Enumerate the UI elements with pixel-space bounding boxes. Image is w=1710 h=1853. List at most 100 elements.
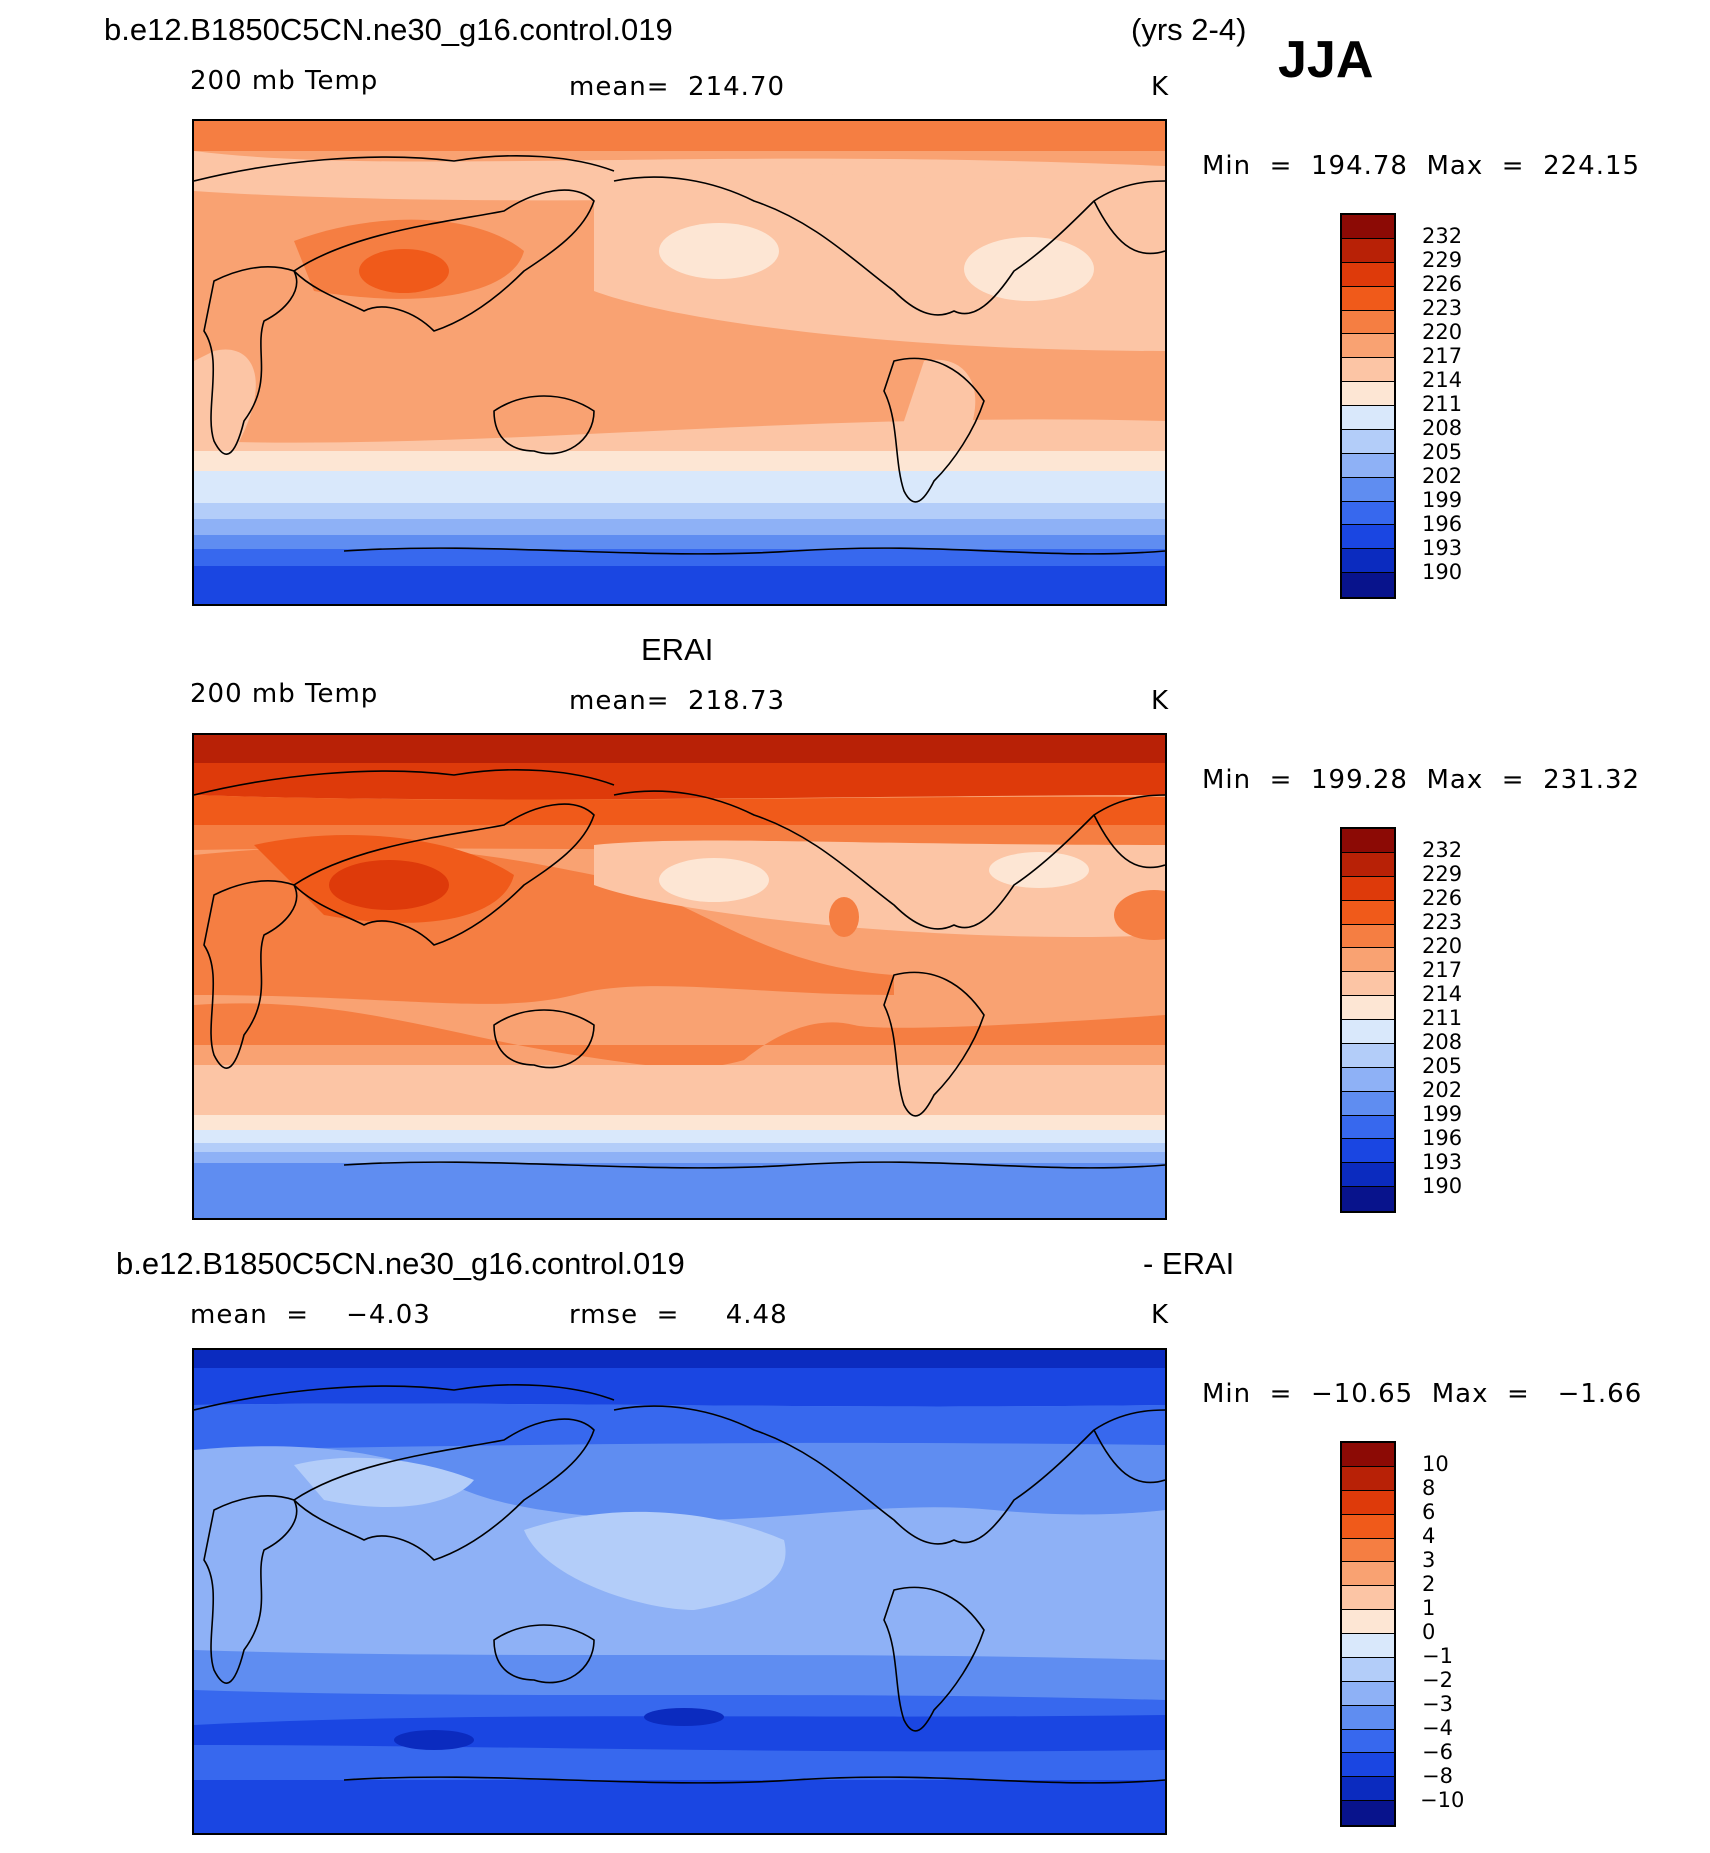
- colorbar-swatch: [1342, 1657, 1394, 1682]
- colorbar-swatch: [1342, 1586, 1394, 1611]
- colorbar-swatch: [1342, 1705, 1394, 1730]
- colorbar-tick-label: 199: [1422, 488, 1463, 512]
- panel3-map: [192, 1348, 1167, 1835]
- colorbar-tick-label: −4: [1422, 1716, 1453, 1740]
- colorbar-tick-label: −3: [1422, 1692, 1453, 1716]
- colorbar-tick-label: 208: [1422, 1030, 1463, 1054]
- colorbar-swatch: [1342, 1020, 1394, 1044]
- colorbar-tick-label: 211: [1422, 1006, 1463, 1030]
- colorbar-tick-label: −1: [1422, 1644, 1453, 1668]
- colorbar-swatch: [1342, 1610, 1394, 1634]
- years-label: (yrs 2-4): [1131, 12, 1247, 47]
- colorbar-swatch: [1342, 477, 1394, 502]
- panel2-var-label: 200 mb Temp: [190, 679, 379, 709]
- colorbar-tick-label: 10: [1422, 1452, 1449, 1476]
- colorbar-tick-label: −10: [1420, 1788, 1465, 1812]
- colorbar-swatch: [1342, 1115, 1394, 1140]
- colorbar-tick-label: 211: [1422, 392, 1463, 416]
- panel3-colorbar: [1340, 1441, 1396, 1827]
- colorbar-tick-label: 193: [1422, 536, 1463, 560]
- colorbar-tick-label: 229: [1422, 248, 1463, 272]
- panel2-unit: K: [1151, 686, 1170, 716]
- colorbar-swatch: [1342, 406, 1394, 430]
- colorbar-tick-label: 199: [1422, 1102, 1463, 1126]
- colorbar-swatch: [1342, 1729, 1394, 1754]
- colorbar-swatch: [1342, 1777, 1394, 1802]
- colorbar-tick-label: −2: [1422, 1668, 1453, 1692]
- colorbar-swatch: [1342, 453, 1394, 478]
- colorbar-tick-label: 214: [1422, 982, 1463, 1006]
- colorbar-tick-label: 232: [1422, 838, 1463, 862]
- colorbar-swatch: [1342, 501, 1394, 526]
- colorbar-swatch: [1342, 549, 1394, 574]
- colorbar-swatch: [1342, 1801, 1394, 1825]
- colorbar-swatch: [1342, 948, 1394, 973]
- colorbar-swatch: [1342, 310, 1394, 335]
- colorbar-swatch: [1342, 1139, 1394, 1164]
- colorbar-tick-label: 220: [1422, 934, 1463, 958]
- colorbar-swatch: [1342, 1187, 1394, 1211]
- colorbar-tick-label: 190: [1422, 560, 1463, 584]
- colorbar-tick-label: 205: [1422, 1054, 1463, 1078]
- colorbar-tick-label: 226: [1422, 272, 1463, 296]
- colorbar-swatch: [1342, 1681, 1394, 1706]
- colorbar-swatch: [1342, 972, 1394, 997]
- colorbar-tick-label: 1: [1422, 1596, 1436, 1620]
- colorbar-swatch: [1342, 262, 1394, 287]
- colorbar-tick-label: 196: [1422, 512, 1463, 536]
- colorbar-swatch: [1342, 1562, 1394, 1587]
- colorbar-swatch: [1342, 334, 1394, 359]
- colorbar-tick-label: 205: [1422, 440, 1463, 464]
- colorbar-swatch: [1342, 1753, 1394, 1778]
- colorbar-tick-label: 232: [1422, 224, 1463, 248]
- colorbar-swatch: [1342, 1490, 1394, 1515]
- colorbar-tick-label: 3: [1422, 1548, 1436, 1572]
- colorbar-swatch: [1342, 358, 1394, 383]
- colorbar-tick-label: 217: [1422, 958, 1463, 982]
- colorbar-tick-label: 6: [1422, 1500, 1436, 1524]
- colorbar-swatch: [1342, 238, 1394, 263]
- panel3-minmax: Min = −10.65 Max = −1.66: [1202, 1379, 1643, 1409]
- colorbar-tick-label: 226: [1422, 886, 1463, 910]
- colorbar-tick-label: 202: [1422, 464, 1463, 488]
- colorbar-tick-label: 2: [1422, 1572, 1436, 1596]
- panel1-mean: mean= 214.70: [569, 72, 786, 102]
- panel2-map: [192, 733, 1167, 1220]
- panel3-title-left: b.e12.B1850C5CN.ne30_g16.control.019: [116, 1246, 685, 1281]
- colorbar-swatch: [1342, 1514, 1394, 1539]
- colorbar-swatch: [1342, 573, 1394, 597]
- panel1-minmax: Min = 194.78 Max = 224.15: [1202, 151, 1641, 181]
- colorbar-tick-label: 8: [1422, 1476, 1436, 1500]
- colorbar-tick-label: 223: [1422, 910, 1463, 934]
- colorbar-tick-label: 223: [1422, 296, 1463, 320]
- colorbar-tick-label: 193: [1422, 1150, 1463, 1174]
- colorbar-tick-label: 220: [1422, 320, 1463, 344]
- colorbar-swatch: [1342, 1466, 1394, 1491]
- colorbar-swatch: [1342, 829, 1394, 853]
- colorbar-swatch: [1342, 900, 1394, 925]
- panel2-title: ERAI: [641, 632, 714, 667]
- colorbar-swatch: [1342, 1443, 1394, 1467]
- colorbar-tick-label: −6: [1422, 1740, 1453, 1764]
- panel3-rmse: rmse = 4.48: [569, 1300, 788, 1330]
- colorbar-swatch: [1342, 382, 1394, 406]
- colorbar-swatch: [1342, 924, 1394, 949]
- panel3-unit: K: [1151, 1300, 1170, 1330]
- colorbar-swatch: [1342, 1163, 1394, 1188]
- season-label: JJA: [1278, 31, 1374, 89]
- colorbar-tick-label: −8: [1422, 1764, 1453, 1788]
- colorbar-swatch: [1342, 1043, 1394, 1068]
- colorbar-tick-label: 196: [1422, 1126, 1463, 1150]
- panel2-mean: mean= 218.73: [569, 686, 786, 716]
- colorbar-tick-label: 208: [1422, 416, 1463, 440]
- case-title: b.e12.B1850C5CN.ne30_g16.control.019: [104, 12, 673, 47]
- colorbar-swatch: [1342, 1634, 1394, 1658]
- panel1-unit: K: [1151, 72, 1170, 102]
- colorbar-tick-label: 190: [1422, 1174, 1463, 1198]
- colorbar-swatch: [1342, 286, 1394, 311]
- colorbar-tick-label: 229: [1422, 862, 1463, 886]
- colorbar-tick-label: 214: [1422, 368, 1463, 392]
- panel2-colorbar: [1340, 827, 1396, 1213]
- colorbar-tick-label: 4: [1422, 1524, 1436, 1548]
- colorbar-swatch: [1342, 1067, 1394, 1092]
